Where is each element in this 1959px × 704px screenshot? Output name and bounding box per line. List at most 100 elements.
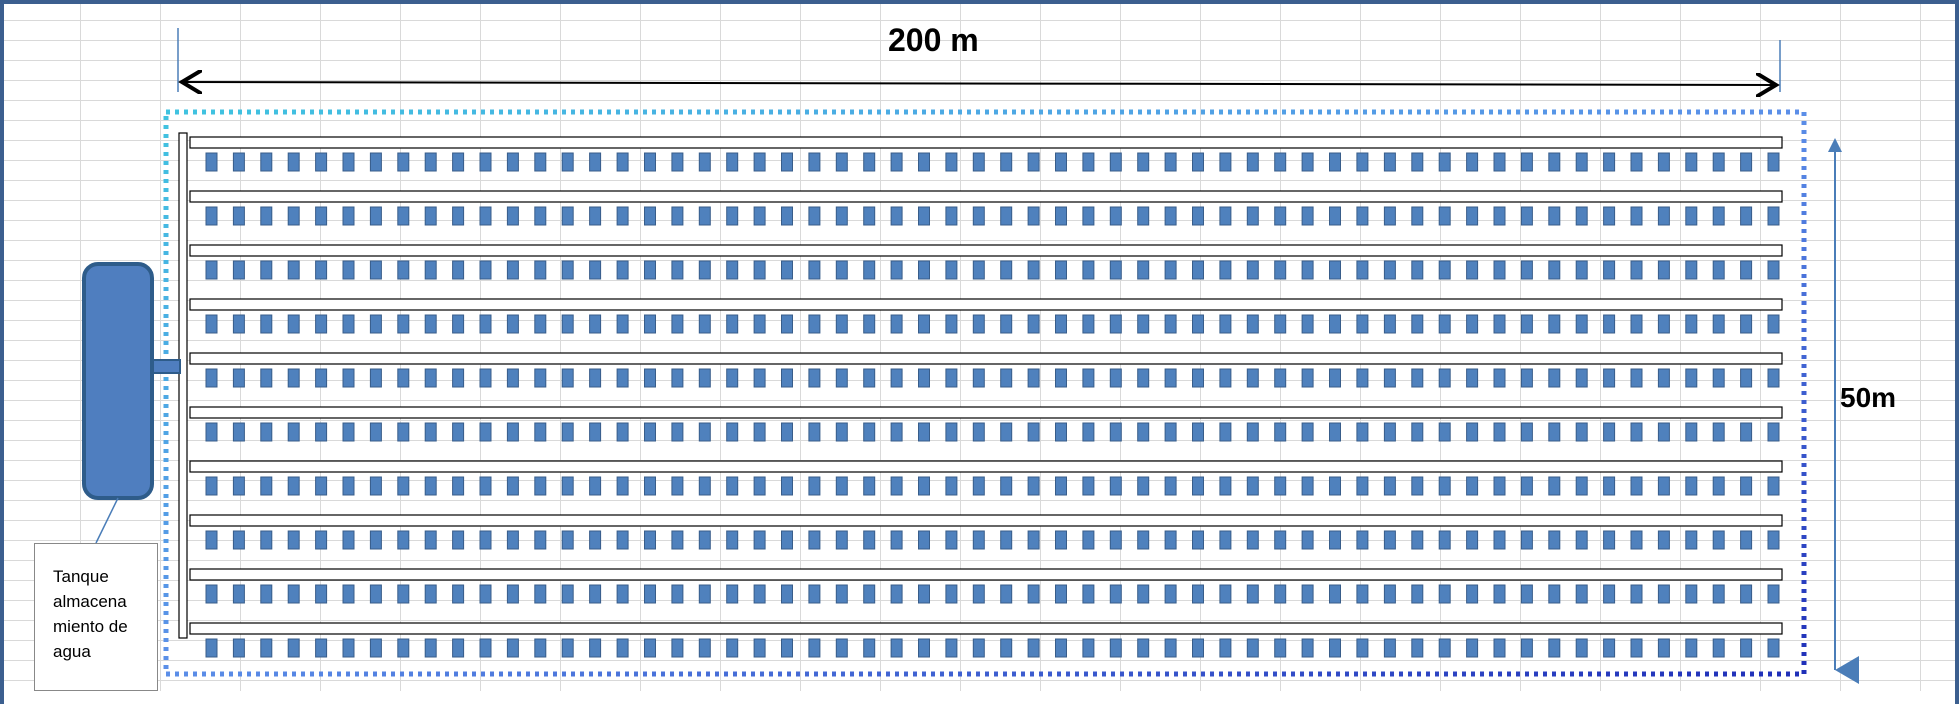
- emitter: [808, 368, 821, 388]
- emitter: [671, 206, 684, 226]
- emitter: [479, 152, 492, 172]
- emitter: [1466, 422, 1479, 442]
- emitter: [1109, 368, 1122, 388]
- emitter: [452, 530, 465, 550]
- emitter: [781, 530, 793, 550]
- emitter: [1630, 314, 1643, 334]
- emitter: [863, 530, 876, 550]
- emitter: [1246, 206, 1259, 226]
- emitter: [1082, 584, 1095, 604]
- emitter: [863, 422, 876, 442]
- emitter: [479, 314, 492, 334]
- width-arrow-head-top: [1828, 138, 1842, 152]
- emitter: [1712, 206, 1725, 226]
- emitter: [890, 260, 903, 280]
- emitter: [1411, 314, 1424, 334]
- emitter: [1137, 206, 1150, 226]
- emitter: [1740, 638, 1753, 658]
- emitter: [616, 638, 629, 658]
- emitter: [1548, 314, 1561, 334]
- emitter: [1192, 476, 1204, 496]
- emitter: [753, 368, 766, 388]
- emitter: [479, 638, 492, 658]
- emitter: [1329, 638, 1341, 658]
- length-label: 200 m: [888, 22, 979, 58]
- emitter: [1466, 476, 1479, 496]
- emitter: [589, 530, 602, 550]
- emitter: [726, 260, 739, 280]
- emitter: [506, 314, 519, 334]
- emitter: [479, 368, 492, 388]
- emitter: [1603, 206, 1616, 226]
- emitter: [1137, 152, 1150, 172]
- emitter: [1383, 584, 1396, 604]
- emitter: [972, 422, 985, 442]
- emitter: [1329, 152, 1341, 172]
- emitter: [315, 206, 328, 226]
- emitter: [452, 368, 465, 388]
- emitter: [1137, 584, 1150, 604]
- emitter: [1000, 530, 1013, 550]
- emitter: [452, 584, 465, 604]
- main-pipe: [178, 132, 188, 639]
- emitter: [315, 260, 328, 280]
- emitter: [1685, 584, 1698, 604]
- emitter: [863, 638, 876, 658]
- emitter: [1329, 314, 1341, 334]
- emitter: [1246, 260, 1259, 280]
- emitter: [479, 206, 492, 226]
- emitter: [452, 206, 465, 226]
- emitter: [1055, 476, 1067, 496]
- emitter: [918, 530, 930, 550]
- emitter: [287, 152, 300, 172]
- emitter: [808, 584, 821, 604]
- emitter: [287, 476, 300, 496]
- emitter: [1712, 476, 1725, 496]
- emitter: [1630, 206, 1643, 226]
- emitter: [1575, 314, 1588, 334]
- emitter: [1329, 584, 1341, 604]
- emitter: [1520, 368, 1533, 388]
- emitter: [1575, 584, 1588, 604]
- emitter: [1767, 584, 1780, 604]
- emitter: [671, 152, 684, 172]
- emitter: [890, 530, 903, 550]
- emitter: [1082, 260, 1095, 280]
- emitter: [1575, 638, 1588, 658]
- emitter: [1027, 422, 1040, 442]
- emitter: [1027, 638, 1040, 658]
- emitter: [644, 422, 656, 442]
- emitter: [1411, 476, 1424, 496]
- emitter: [1548, 152, 1561, 172]
- emitter: [1520, 422, 1533, 442]
- emitter: [753, 422, 766, 442]
- emitter: [1575, 530, 1588, 550]
- emitter: [1740, 476, 1753, 496]
- emitter: [1767, 638, 1780, 658]
- emitter: [397, 476, 410, 496]
- emitter: [1767, 152, 1780, 172]
- emitter: [945, 368, 958, 388]
- emitter: [1219, 314, 1232, 334]
- emitter: [1000, 314, 1013, 334]
- emitter: [1055, 260, 1067, 280]
- emitter: [205, 584, 218, 604]
- emitter: [644, 314, 656, 334]
- lateral-pipe: [189, 136, 1783, 149]
- emitter: [1192, 260, 1204, 280]
- emitter: [1740, 260, 1753, 280]
- emitter: [1520, 152, 1533, 172]
- emitter: [1466, 530, 1479, 550]
- emitter: [1657, 368, 1670, 388]
- emitter: [1493, 476, 1506, 496]
- emitter: [260, 314, 273, 334]
- lateral-pipe: [189, 460, 1783, 473]
- emitter: [1219, 638, 1232, 658]
- emitter: [1383, 260, 1396, 280]
- emitter: [342, 152, 355, 172]
- emitter: [315, 530, 328, 550]
- emitter: [1630, 638, 1643, 658]
- emitter: [1301, 638, 1314, 658]
- emitter: [1082, 530, 1095, 550]
- emitter: [1575, 476, 1588, 496]
